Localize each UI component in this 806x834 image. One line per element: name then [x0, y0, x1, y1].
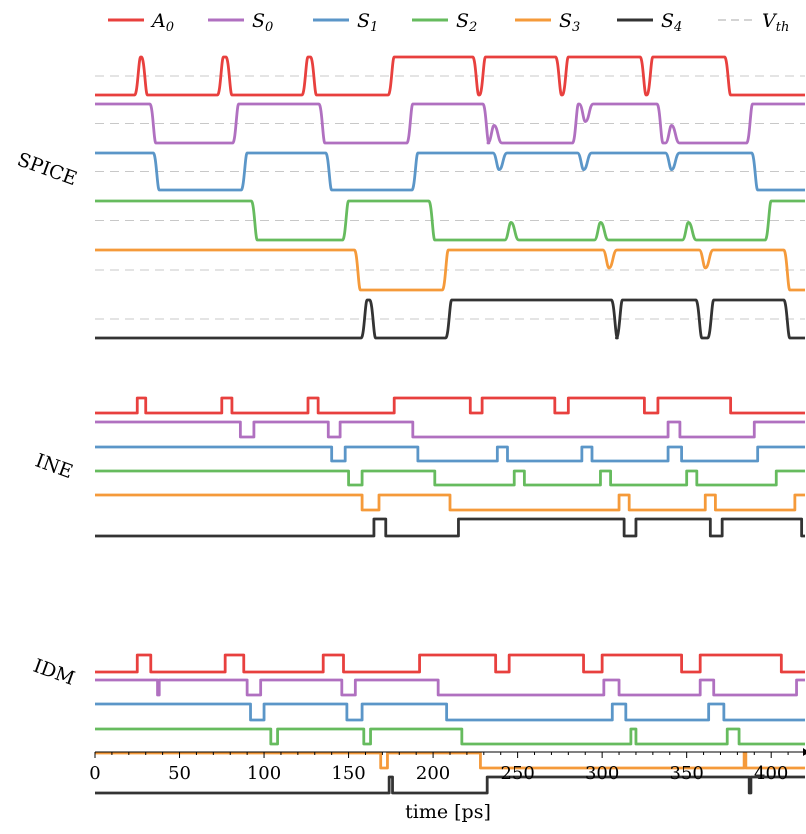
trace-spice-a0	[95, 55, 805, 97]
trace-spice-s0	[95, 102, 805, 145]
legend-entry-a0: A0	[108, 10, 174, 35]
legend-entry-s2: S2	[412, 10, 477, 35]
legend-label-s1: S1	[357, 10, 378, 35]
x-tick-label: 250	[500, 763, 534, 784]
x-tick-label: 50	[168, 763, 191, 784]
x-axis: 0 50 100 150 200 250 300 350 400	[89, 748, 806, 784]
legend-label-a0: A0	[150, 10, 174, 35]
trace-spice-s3	[95, 248, 805, 292]
x-tick-label: 200	[416, 763, 450, 784]
legend-entry-s3: S3	[515, 10, 580, 35]
panel-idm	[95, 653, 805, 795]
trace-idm-s0	[95, 678, 805, 697]
legend-label-s3: S3	[559, 10, 580, 35]
signal-traces	[95, 55, 805, 795]
trace-idm-s1	[95, 702, 805, 722]
trace-spice-s2	[95, 199, 805, 242]
legend-label-s0: S0	[252, 10, 273, 35]
legend: A0 S0 S1 S2 S3 S4 Vth	[108, 10, 789, 35]
trace-idm-s2	[95, 727, 805, 746]
x-tick-label: 0	[89, 763, 100, 784]
panel-spice	[95, 55, 805, 340]
trace-ine-s3	[95, 493, 805, 512]
trace-idm-a0	[95, 653, 805, 674]
trace-spice-s4	[95, 298, 805, 340]
legend-label-s2: S2	[456, 10, 477, 35]
panel-label-spice: SPICE	[14, 148, 80, 190]
panel-label-ine: INE	[32, 450, 75, 484]
trace-idm-s4	[95, 775, 805, 795]
x-tick-label: 300	[585, 763, 619, 784]
trace-idm-s3	[95, 751, 805, 770]
panel-labels: SPICE INE IDM	[14, 148, 80, 689]
trace-ine-s2	[95, 469, 805, 487]
panel-ine	[95, 396, 805, 538]
x-tick-label: 350	[669, 763, 703, 784]
trace-ine-s4	[95, 517, 805, 538]
x-axis-title: time [ps]	[405, 801, 491, 823]
x-tick-label: 400	[754, 763, 788, 784]
legend-label-s4: S4	[661, 10, 682, 35]
x-tick-label: 100	[247, 763, 281, 784]
legend-entry-s4: S4	[617, 10, 682, 35]
legend-entry-s0: S0	[208, 10, 273, 35]
x-tick-label: 150	[331, 763, 365, 784]
legend-entry-s1: S1	[313, 10, 378, 35]
trace-ine-a0	[95, 396, 805, 415]
trace-spice-s1	[95, 151, 805, 192]
trace-ine-s0	[95, 420, 805, 439]
legend-label-vth: Vth	[762, 10, 789, 35]
legend-entry-vth: Vth	[718, 10, 789, 35]
panel-label-idm: IDM	[30, 655, 77, 690]
trace-ine-s1	[95, 445, 805, 463]
vth-threshold-lines	[95, 75, 805, 320]
